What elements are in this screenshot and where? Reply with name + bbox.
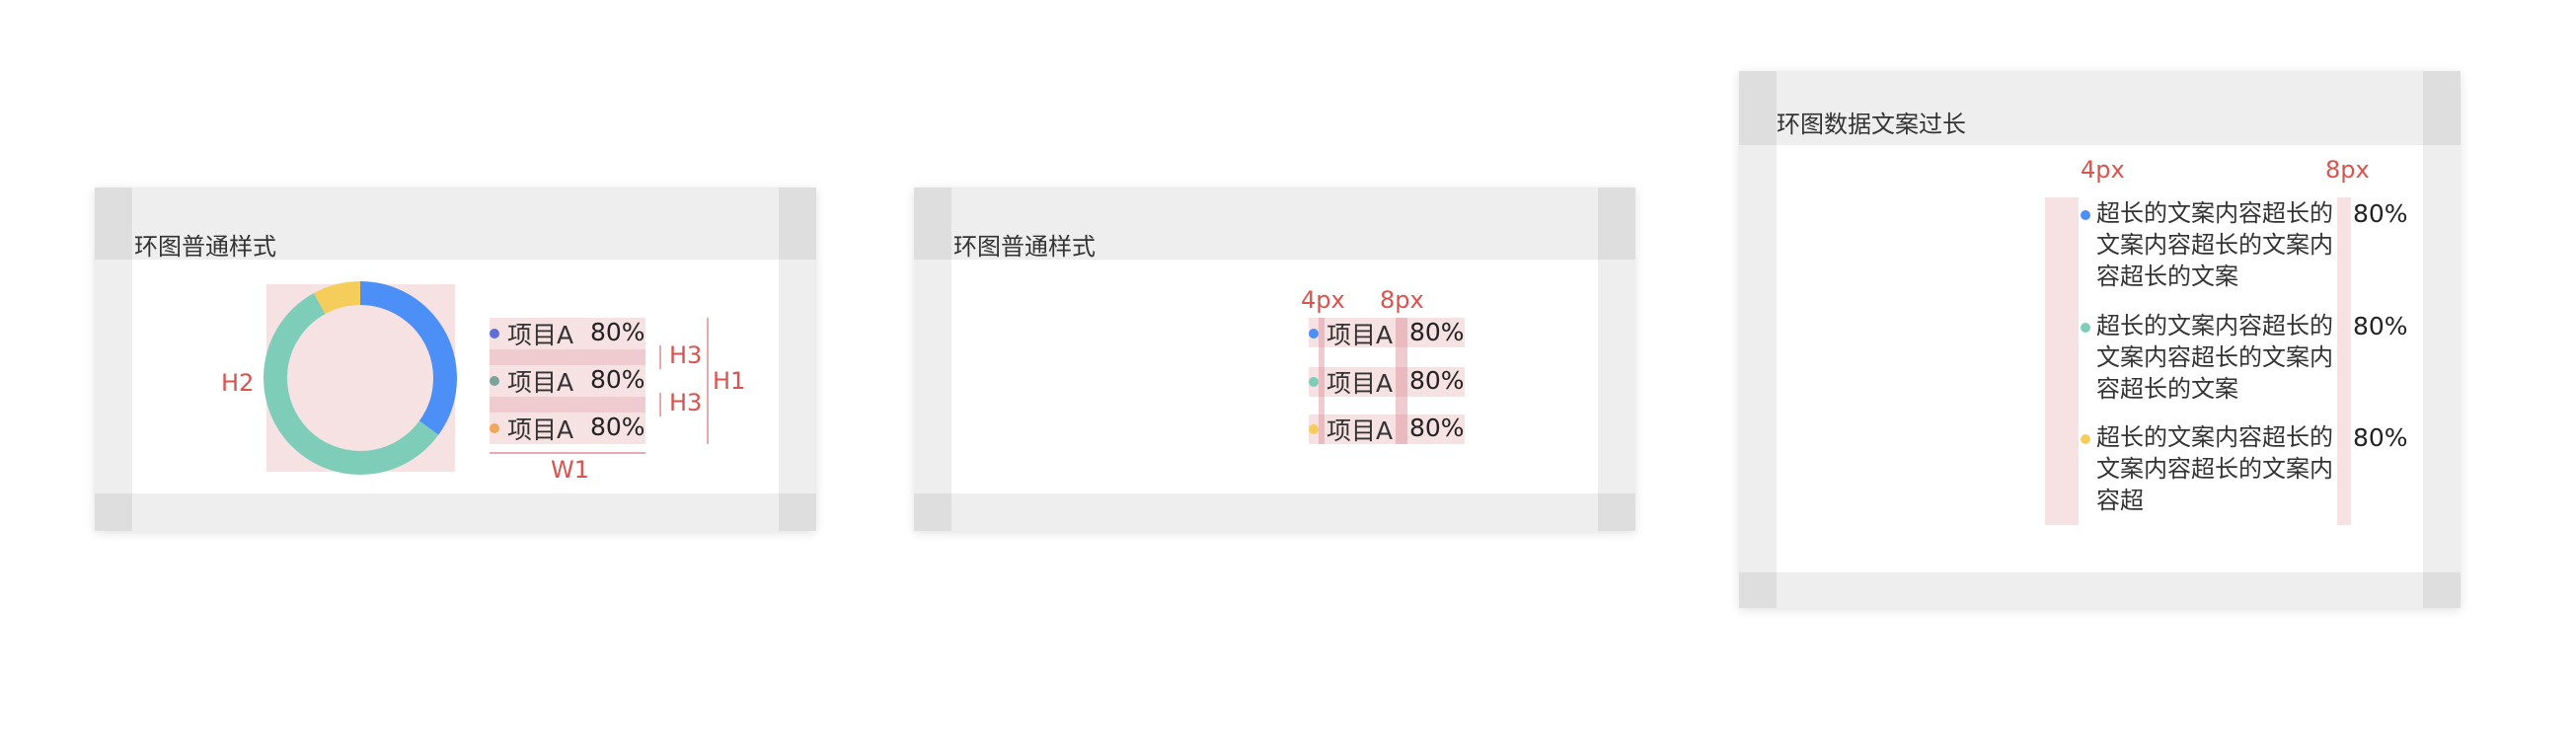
- label-4px: 4px: [2081, 156, 2125, 184]
- chart-card-2: 环图普通样式: [914, 188, 1635, 531]
- card-corner: [2423, 71, 2461, 145]
- label-h1: H1: [713, 367, 746, 395]
- card-left-band: [1739, 71, 1777, 608]
- card-right-band: [2423, 71, 2461, 608]
- legend-value: 80%: [590, 365, 645, 394]
- legend-item: 项目A: [1309, 410, 1393, 449]
- card-title: 环图普通样式: [953, 233, 1096, 261]
- card-corner: [779, 188, 816, 260]
- legend-row-highlight: [490, 413, 645, 444]
- label-w1: W1: [551, 456, 589, 484]
- card-header-band: [95, 188, 816, 260]
- legend-dot-icon: [1309, 377, 1319, 387]
- legend-row-highlight: [490, 318, 645, 349]
- legend-item: 项目A: [490, 409, 573, 448]
- legend-value: 80%: [1409, 366, 1465, 395]
- legend-row-highlight: [1309, 367, 1465, 397]
- gap-highlight-4px: [2045, 197, 2079, 525]
- label-4px: 4px: [1301, 286, 1345, 314]
- card-corner: [914, 493, 951, 531]
- card-footer-band: [95, 493, 816, 531]
- card-title: 环图普通样式: [134, 233, 276, 261]
- dimension-line: [707, 318, 709, 444]
- card-header-band: [1739, 71, 2461, 145]
- label-8px: 8px: [1380, 286, 1424, 314]
- gap-highlight-8px: [2337, 197, 2351, 525]
- legend-value: 80%: [2353, 312, 2408, 340]
- label-h3: H3: [669, 389, 703, 416]
- chart-card-1: 环图普通样式: [95, 188, 816, 531]
- legend-label: 项目A: [507, 415, 574, 444]
- legend-label: 项目A: [507, 321, 574, 349]
- card-title: 环图数据文案过长: [1777, 111, 1966, 138]
- legend-label: 超长的文案内容超长的文案内容超长的文案内容超长的文案: [2096, 199, 2333, 290]
- legend-gap-highlight: [490, 349, 645, 365]
- legend-dot-icon: [1309, 424, 1319, 434]
- legend-dot-icon: [2081, 434, 2090, 444]
- label-h3: H3: [669, 341, 703, 369]
- card-corner: [914, 188, 951, 260]
- legend-item: 项目A: [490, 314, 573, 353]
- legend-row-highlight: [1309, 415, 1465, 444]
- legend-label: 项目A: [1326, 416, 1394, 445]
- legend-row-highlight: [490, 365, 645, 397]
- card-footer-band: [1739, 572, 2461, 608]
- legend-dot-icon: [2081, 210, 2090, 220]
- card-corner: [1598, 188, 1635, 260]
- dimension-line: [659, 393, 661, 416]
- legend-dot-icon: [490, 423, 499, 433]
- legend-label: 项目A: [1326, 321, 1394, 349]
- legend-value: 80%: [2353, 199, 2408, 228]
- gap-highlight-8px: [1396, 318, 1407, 444]
- legend-value: 80%: [2353, 423, 2408, 452]
- card-corner: [95, 188, 132, 260]
- card-corner: [1739, 572, 1777, 608]
- chart-card-3: 环图数据文案过长: [1739, 71, 2461, 608]
- card-corner: [1739, 71, 1777, 145]
- legend-item: 项目A: [490, 361, 573, 401]
- legend-item: 项目A: [1309, 362, 1393, 402]
- legend-dot-icon: [490, 329, 499, 339]
- card-corner: [1598, 493, 1635, 531]
- legend-label: 项目A: [1326, 369, 1394, 398]
- card-footer-band: [914, 493, 1635, 531]
- card-corner: [95, 493, 132, 531]
- legend-value: 80%: [590, 318, 645, 346]
- legend-dot-icon: [490, 376, 499, 386]
- legend-gap-highlight: [490, 397, 645, 413]
- donut-area-highlight: [266, 284, 455, 472]
- legend-label: 超长的文案内容超长的文案内容超长的文案内容超长的文案: [2096, 312, 2333, 403]
- legend-item: 项目A: [1309, 314, 1393, 353]
- legend-value: 80%: [1409, 318, 1465, 346]
- legend-dot-icon: [1309, 329, 1319, 339]
- label-8px: 8px: [2325, 156, 2370, 184]
- legend-value: 80%: [590, 413, 645, 441]
- dimension-line: [659, 345, 661, 369]
- gap-highlight-4px: [1319, 318, 1325, 444]
- legend-label: 超长的文案内容超长的文案内容超长的文案内容超: [2096, 423, 2333, 514]
- label-h2: H2: [221, 369, 255, 397]
- legend-row-highlight: [1309, 318, 1465, 347]
- card-header-band: [914, 188, 1635, 260]
- card-corner: [779, 493, 816, 531]
- dimension-line: [490, 452, 645, 454]
- card-corner: [2423, 572, 2461, 608]
- legend-value: 80%: [1409, 414, 1465, 442]
- legend-label: 项目A: [507, 368, 574, 397]
- legend-dot-icon: [2081, 323, 2090, 333]
